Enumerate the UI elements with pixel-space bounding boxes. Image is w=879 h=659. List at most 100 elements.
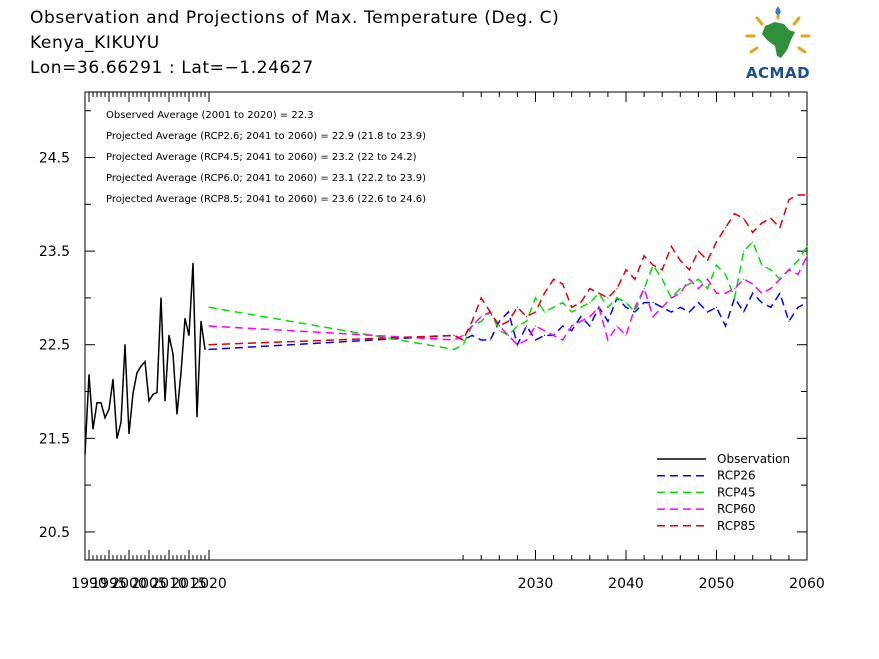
data-point-observation [200, 320, 202, 322]
data-point-rcp45 [797, 259, 799, 262]
data-point-rcp60 [580, 320, 582, 322]
data-point-rcp85 [715, 241, 718, 243]
data-point-rcp60 [525, 339, 528, 341]
data-point-rcp85 [706, 259, 709, 262]
data-point-rcp60 [534, 325, 537, 327]
data-point-rcp26 [724, 325, 727, 327]
x-tick-label: 2020 [191, 576, 227, 592]
data-point-rcp60 [516, 344, 519, 346]
data-point-rcp45 [553, 306, 555, 308]
data-point-observation [104, 417, 106, 419]
data-point-observation [192, 262, 194, 264]
y-tick-label: 22.5 [39, 338, 70, 354]
data-point-rcp26 [580, 316, 582, 318]
data-point-rcp60 [797, 273, 799, 276]
data-point-rcp26 [643, 302, 645, 304]
y-tick-label: 20.5 [39, 525, 70, 541]
data-point-rcp26 [743, 311, 745, 313]
data-point-observation [144, 360, 146, 363]
x-tick-label: 2060 [789, 576, 825, 592]
data-point-rcp26 [507, 311, 509, 313]
data-point-observation [156, 391, 158, 394]
data-point-rcp85 [562, 283, 564, 285]
x-tick-label: 2005 [131, 576, 167, 592]
data-point-observation [124, 344, 126, 346]
data-point-rcp60 [779, 278, 781, 280]
annotation-line: Projected Average (RCP2.6; 2041 to 2060)… [106, 131, 426, 142]
data-point-rcp45 [480, 320, 482, 322]
data-point-rcp45 [462, 344, 464, 346]
annotation-line: Projected Average (RCP8.5; 2041 to 2060)… [106, 194, 426, 205]
data-point-rcp26 [761, 302, 763, 304]
data-point-rcp45 [571, 311, 573, 313]
data-point-observation [88, 374, 90, 376]
data-point-rcp26 [589, 325, 591, 327]
data-point-rcp26 [779, 292, 781, 294]
x-tick-label: 2010 [151, 576, 187, 592]
data-point-rcp45 [724, 273, 727, 276]
data-point-rcp85 [643, 255, 645, 257]
data-point-rcp45 [806, 245, 808, 248]
series-lines [84, 194, 808, 455]
data-point-rcp26 [607, 320, 609, 322]
data-point-observation [172, 353, 174, 355]
data-point-rcp60 [562, 339, 564, 341]
data-point-rcp60 [743, 278, 745, 280]
data-point-observation [116, 437, 118, 439]
data-point-rcp85 [652, 264, 654, 266]
data-point-rcp60 [770, 287, 772, 290]
data-point-observation [204, 348, 206, 350]
x-tick-label: 1995 [91, 576, 127, 592]
data-point-observation [96, 402, 98, 404]
annotation-line: Projected Average (RCP6.0; 2041 to 2060)… [106, 173, 426, 184]
data-point-observation [128, 433, 130, 435]
data-point-observation [180, 372, 182, 374]
data-point-rcp60 [607, 339, 609, 341]
data-point-rcp60 [652, 316, 654, 318]
data-point-rcp26 [480, 339, 482, 341]
x-tick-label: 2030 [518, 576, 554, 592]
data-point-rcp85 [516, 306, 519, 308]
data-point-rcp85 [752, 231, 754, 233]
data-point-rcp26 [625, 306, 627, 308]
data-point-rcp26 [471, 334, 473, 336]
data-point-rcp60 [589, 316, 591, 318]
data-point-rcp85 [670, 245, 672, 248]
data-point-rcp60 [616, 325, 618, 327]
series-line-rcp85 [208, 194, 807, 346]
data-point-rcp85 [543, 292, 546, 294]
data-point-rcp26 [697, 302, 700, 304]
data-point-rcp26 [770, 306, 772, 308]
x-tick-label: 1990 [71, 576, 107, 592]
data-point-rcp60 [688, 278, 690, 280]
data-point-rcp45 [634, 311, 636, 313]
data-point-rcp26 [788, 320, 790, 322]
data-point-observation [164, 400, 166, 402]
legend-label: RCP26 [717, 469, 756, 483]
data-point-rcp60 [480, 316, 482, 318]
data-point-rcp85 [661, 269, 663, 271]
data-point-rcp45 [706, 287, 709, 290]
data-point-rcp45 [562, 302, 564, 304]
data-point-rcp60 [715, 292, 718, 294]
data-point-rcp60 [761, 292, 763, 294]
data-point-rcp60 [453, 339, 455, 341]
x-tick-label: 2040 [608, 576, 644, 592]
data-point-rcp85 [208, 344, 210, 346]
data-point-rcp60 [543, 330, 546, 332]
data-point-rcp85 [534, 311, 537, 313]
data-point-rcp45 [734, 297, 736, 299]
data-point-rcp60 [625, 334, 627, 336]
plot-frame [84, 91, 808, 561]
data-point-rcp85 [806, 194, 808, 196]
annotation-line: Projected Average (RCP4.5; 2041 to 2060)… [106, 152, 417, 163]
legend: Observation RCP26 RCP45 RCP60 RCP85 [657, 452, 790, 533]
data-point-rcp26 [652, 302, 654, 304]
data-point-rcp85 [616, 287, 618, 290]
logo-label: ACMAD [745, 64, 811, 82]
data-point-rcp60 [643, 287, 645, 290]
data-point-rcp85 [743, 217, 745, 219]
data-point-rcp85 [571, 306, 573, 308]
data-point-rcp60 [471, 325, 473, 327]
coordinates: Lon=36.66291 : Lat=−1.24627 [30, 58, 314, 78]
